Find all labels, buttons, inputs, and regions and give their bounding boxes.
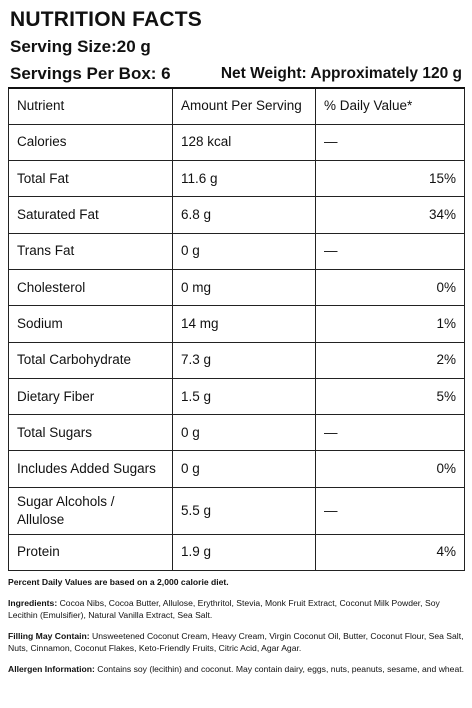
table-row: Saturated Fat 6.8 g 34% [8, 196, 465, 234]
filling-label: Filling May Contain: [8, 631, 90, 641]
filling-text: Unsweetened Coconut Cream, Heavy Cream, … [8, 631, 464, 653]
amount-cell: 0 g [172, 232, 316, 270]
allergen-text: Contains soy (lecithin) and coconut. May… [97, 664, 465, 674]
nutrient-cell: Dietary Fiber [8, 377, 173, 416]
table-row: Total Carbohydrate 7.3 g 2% [8, 341, 465, 379]
daily-value-cell: 34% [315, 196, 465, 234]
allergen-label: Allergen Information: [8, 664, 95, 674]
daily-value-cell: 1% [315, 305, 465, 343]
table-row: Dietary Fiber 1.5 g 5% [8, 377, 465, 416]
nutrition-table: Nutrient Amount Per Serving % Daily Valu… [8, 86, 465, 572]
allergen-info: Allergen Information: Contains soy (leci… [8, 663, 466, 675]
table-row: Cholesterol 0 mg 0% [8, 268, 465, 307]
table-row: Total Sugars 0 g — [8, 414, 465, 452]
amount-cell: 5.5 g [172, 486, 316, 535]
daily-value-cell: — [315, 123, 465, 162]
net-weight: Net Weight: Approximately 120 g [220, 65, 462, 82]
ingredients: Ingredients: Cocoa Nibs, Cocoa Butter, A… [8, 597, 466, 621]
table-row: Trans Fat 0 g — [8, 232, 465, 270]
amount-cell: 0 g [172, 450, 316, 488]
amount-cell: 1.5 g [172, 377, 316, 416]
amount-cell: 128 kcal [172, 123, 316, 162]
daily-value-cell: 2% [315, 341, 465, 379]
nutrient-cell: Total Fat [8, 160, 173, 198]
daily-value-cell: 5% [315, 377, 465, 416]
nutrient-cell: Total Carbohydrate [8, 341, 173, 379]
column-header-daily-value: % Daily Value* [315, 86, 465, 125]
daily-value-cell: 15% [315, 160, 465, 198]
daily-value-note: Percent Daily Values are based on a 2,00… [8, 577, 229, 587]
amount-cell: 6.8 g [172, 196, 316, 234]
amount-cell: 7.3 g [172, 341, 316, 379]
table-row: Sodium 14 mg 1% [8, 305, 465, 343]
column-header-nutrient: Nutrient [8, 86, 173, 125]
nutrient-cell: Protein [8, 533, 173, 572]
table-header-row: Nutrient Amount Per Serving % Daily Valu… [8, 86, 465, 125]
table-row: Includes Added Sugars 0 g 0% [8, 450, 465, 488]
nutrient-cell: Cholesterol [8, 268, 173, 307]
column-header-amount: Amount Per Serving [172, 86, 316, 125]
amount-cell: 0 mg [172, 268, 316, 307]
ingredients-text: Cocoa Nibs, Cocoa Butter, Allulose, Eryt… [8, 598, 440, 620]
serving-size: Serving Size:20 g [10, 37, 151, 56]
filling-info: Filling May Contain: Unsweetened Coconut… [8, 630, 466, 654]
amount-cell: 14 mg [172, 305, 316, 343]
daily-value-cell: — [315, 232, 465, 270]
servings-per-box: Servings Per Box: 6 [10, 64, 171, 83]
nutrient-cell: Sugar Alcohols / Allulose [8, 486, 173, 535]
daily-value-cell: — [315, 414, 465, 452]
daily-value-cell: 4% [315, 533, 465, 572]
nutrient-cell: Calories [8, 123, 173, 162]
amount-cell: 0 g [172, 414, 316, 452]
daily-value-cell: 0% [315, 450, 465, 488]
nutrient-cell: Saturated Fat [8, 196, 173, 234]
nutrient-cell: Includes Added Sugars [8, 450, 173, 488]
daily-value-cell: 0% [315, 268, 465, 307]
table-row: Protein 1.9 g 4% [8, 533, 465, 572]
daily-value-cell: — [315, 486, 465, 535]
ingredients-label: Ingredients: [8, 598, 58, 608]
nutrient-cell: Total Sugars [8, 414, 173, 452]
footnotes: Percent Daily Values are based on a 2,00… [8, 576, 466, 684]
nutrient-cell: Trans Fat [8, 232, 173, 270]
amount-cell: 11.6 g [172, 160, 316, 198]
amount-cell: 1.9 g [172, 533, 316, 572]
nutrition-title: NUTRITION FACTS [10, 8, 202, 31]
table-row: Calories 128 kcal — [8, 123, 465, 162]
nutrient-cell: Sodium [8, 305, 173, 343]
table-row: Total Fat 11.6 g 15% [8, 160, 465, 198]
table-row: Sugar Alcohols / Allulose 5.5 g — [8, 486, 465, 535]
